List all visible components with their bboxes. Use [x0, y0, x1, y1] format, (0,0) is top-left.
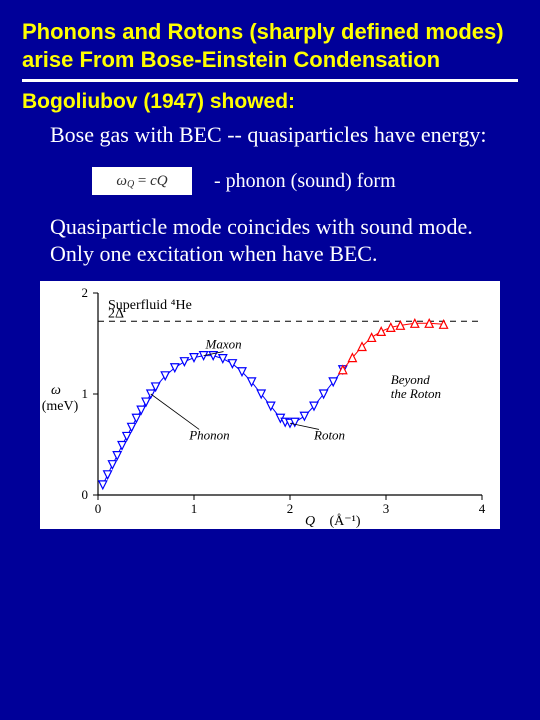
svg-text:4: 4 [479, 501, 486, 516]
subheading: Bogoliubov (1947) showed: [22, 90, 518, 114]
svg-text:the Roton: the Roton [391, 386, 441, 401]
body-text-1: Bose gas with BEC -- quasiparticles have… [50, 122, 518, 148]
svg-text:Phonon: Phonon [188, 428, 229, 443]
svg-text:(meV): (meV) [42, 399, 79, 414]
equation-subscript: Q [127, 179, 134, 190]
svg-text:0: 0 [95, 501, 102, 516]
body-text-2: Quasiparticle mode coincides with sound … [50, 214, 518, 240]
svg-text:2Δ: 2Δ [108, 306, 124, 321]
svg-text:Q: Q [305, 514, 315, 529]
equation-box: ωQ = cQ [92, 167, 192, 195]
svg-text:1: 1 [191, 501, 198, 516]
dispersion-chart: 01234012Q(Å⁻¹)ω(meV)Superfluid ⁴He2ΔMaxo… [40, 281, 500, 529]
svg-text:0: 0 [82, 487, 89, 502]
chart-svg: 01234012Q(Å⁻¹)ω(meV)Superfluid ⁴He2ΔMaxo… [40, 281, 500, 529]
divider [22, 79, 518, 82]
svg-text:ω: ω [51, 383, 61, 398]
slide-title: Phonons and Rotons (sharply defined mode… [22, 18, 518, 73]
svg-text:2: 2 [82, 285, 89, 300]
body-text-3: Only one excitation when have BEC. [50, 241, 518, 267]
svg-text:(Å⁻¹): (Å⁻¹) [329, 513, 360, 529]
svg-text:3: 3 [383, 501, 390, 516]
equation-note: - phonon (sound) form [214, 170, 396, 193]
svg-text:1: 1 [82, 386, 89, 401]
equation-row: ωQ = cQ - phonon (sound) form [92, 162, 518, 200]
svg-text:2: 2 [287, 501, 294, 516]
svg-text:Beyond: Beyond [391, 372, 430, 387]
svg-text:Roton: Roton [313, 428, 345, 443]
svg-text:Maxon: Maxon [205, 337, 242, 352]
